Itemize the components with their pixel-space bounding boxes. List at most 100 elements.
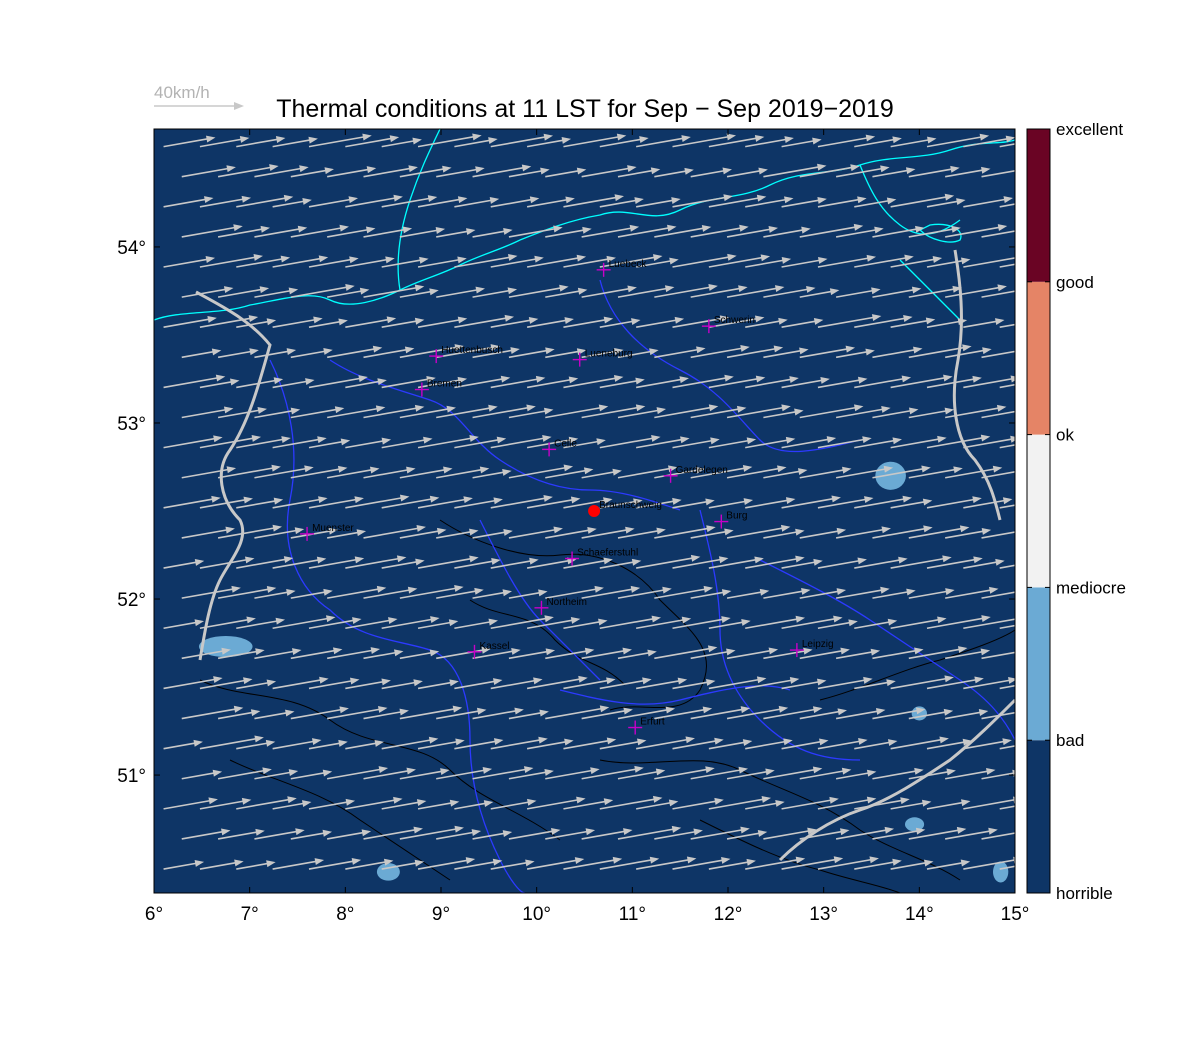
wind-arrow [327, 405, 386, 419]
wind-arrow [999, 805, 1015, 810]
wind-arrow [781, 558, 823, 569]
lon-tick-label: 15° [1001, 904, 1030, 925]
city-label: Schwerin [714, 315, 755, 326]
wind-arrow [399, 768, 450, 780]
wind-arrow [363, 525, 426, 539]
wind-arrow [181, 466, 237, 479]
wind-arrow [763, 347, 809, 359]
terrain-contour [599, 759, 961, 881]
lat-tick-label: 52° [117, 590, 146, 611]
wind-arrow [436, 404, 498, 419]
wind-arrow [636, 856, 697, 870]
wind-arrow [363, 826, 423, 840]
bad-condition-patch [198, 635, 253, 658]
wind-arrow [945, 827, 998, 840]
wind-arrow [999, 745, 1015, 750]
wind-arrow [708, 498, 754, 509]
wind-arrow [217, 648, 265, 660]
wind-arrow [654, 284, 718, 298]
wind-arrow [345, 494, 410, 509]
colorbar-segment-ok [1027, 281, 1050, 435]
wind-arrow [472, 830, 513, 840]
wind-arrow [835, 348, 875, 359]
wind-arrow [908, 826, 967, 840]
wind-arrow [781, 615, 843, 630]
wind-arrow [981, 350, 1015, 359]
wind-arrow [726, 345, 784, 359]
wind-arrow [872, 465, 931, 479]
state-border [269, 359, 526, 893]
wind-arrow [890, 498, 933, 509]
wind-arrow [163, 739, 203, 750]
wind-arrow [436, 286, 485, 298]
wind-arrow [963, 135, 1015, 148]
wind-arrow [526, 136, 572, 148]
colorbar: horrible bad mediocre ok good excellent [1026, 120, 1126, 903]
wind-arrow [417, 133, 482, 148]
lat-tick-label: 53° [117, 414, 146, 435]
wind-arrow [817, 436, 872, 449]
city-burg: Burg [714, 511, 747, 529]
wind-arrow [672, 678, 716, 690]
wind-arrow [763, 286, 816, 298]
wind-arrow [417, 619, 459, 630]
wind-arrow [708, 437, 757, 449]
wind-arrow [163, 435, 223, 449]
wind-arrow [563, 618, 608, 630]
colorbar-segment-mediocre [1027, 434, 1050, 588]
wind-arrow [236, 436, 291, 449]
wind-arrow [417, 376, 468, 389]
wind-arrow [508, 768, 554, 780]
wind-arrow [999, 624, 1015, 630]
wind-arrow [454, 800, 494, 810]
wind-arrow [490, 133, 554, 148]
wind-arrow [599, 318, 641, 329]
wind-arrow [472, 528, 513, 539]
wind-arrow [308, 133, 372, 148]
wind-arrow [526, 796, 586, 810]
wind-arrow [854, 556, 908, 569]
wind-arrow [872, 525, 933, 539]
city-label: Schaeferstuhl [577, 548, 638, 559]
wind-arrow [926, 859, 971, 870]
state-border [329, 359, 681, 511]
wind-arrow [672, 374, 734, 389]
wind-arrow [399, 466, 453, 479]
wind-arrow [563, 438, 606, 449]
wind-arrow [163, 797, 218, 810]
wind-arrow [381, 495, 440, 509]
terrain-contour [699, 819, 901, 893]
wind-arrow [236, 194, 294, 208]
wind-arrow [181, 286, 234, 298]
wind-arrow [690, 648, 736, 660]
baltic-coastline [519, 139, 1015, 241]
wind-arrow [799, 527, 847, 539]
city-schaeferstuhl: Schaeferstuhl [565, 548, 638, 566]
wind-arrow [690, 826, 750, 840]
wind-arrow [254, 165, 309, 178]
map-axes: 6° 7° 8° 9° 10° 11° 12° 13° 14° 15° 51° 52° 53° 54° [117, 129, 1029, 925]
wind-arrow [999, 564, 1015, 569]
wind-arrow [999, 383, 1015, 389]
wind-arrow [217, 464, 281, 479]
city-kassel: Kassel [467, 641, 509, 659]
wind-arrow [545, 647, 595, 660]
wind-arrow [908, 285, 962, 298]
wind-arrow [327, 706, 388, 720]
wind-arrow [908, 165, 960, 178]
wind-arrow [563, 194, 625, 208]
wind-arrow [490, 196, 540, 208]
lat-tick-label: 54° [117, 238, 146, 259]
wind-arrow [617, 167, 661, 178]
wind-arrow [817, 196, 867, 208]
wind-arrow [835, 287, 881, 298]
wind-arrow [981, 651, 1015, 660]
wind-arrow [945, 224, 1008, 238]
wind-arrow [381, 256, 429, 268]
wind-arrow [417, 738, 465, 750]
wind-arrow [345, 135, 400, 148]
wind-arrow [236, 377, 284, 389]
wind-arrow [708, 375, 766, 389]
wind-arrow [908, 646, 968, 660]
wind-arrow [381, 195, 438, 208]
